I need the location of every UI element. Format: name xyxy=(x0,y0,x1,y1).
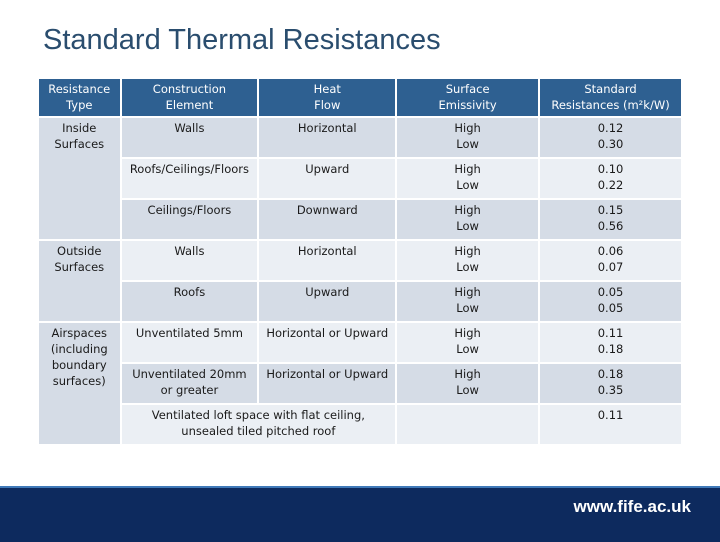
header-surface-emissivity: Surface Emissivity xyxy=(397,79,539,116)
cell-flow: Horizontal or Upward xyxy=(259,364,396,403)
cell-resistance: 0.15 0.56 xyxy=(540,200,681,239)
cell-resistance: 0.11 xyxy=(540,405,681,444)
type-inside-surfaces: Inside Surfaces xyxy=(39,118,120,239)
header-heat-flow: Heat Flow xyxy=(259,79,396,116)
cell-resistance: 0.18 0.35 xyxy=(540,364,681,403)
cell-emissivity: High Low xyxy=(397,241,539,280)
cell-element: Roofs/Ceilings/Floors xyxy=(121,159,258,198)
cell-flow: Upward xyxy=(259,159,396,198)
table-row: Unventilated 20mm or greater Horizontal … xyxy=(39,364,681,403)
cell-element: Walls xyxy=(121,118,258,157)
cell-emissivity: High Low xyxy=(397,118,539,157)
thermal-resistance-table: Resistance Type Construction Element Hea… xyxy=(37,77,683,446)
table-row: Airspaces (including boundary surfaces) … xyxy=(39,323,681,444)
cell-flow: Horizontal xyxy=(259,118,396,157)
table-row: Roofs/Ceilings/Floors Upward High Low 0.… xyxy=(39,159,681,198)
table-header-row: Resistance Type Construction Element Hea… xyxy=(39,79,681,116)
cell-emissivity: High Low xyxy=(397,364,539,403)
cell-resistance: 0.11 0.18 xyxy=(540,323,681,362)
cell-emissivity: High Low xyxy=(397,200,539,239)
cell-element: Unventilated 5mm xyxy=(121,323,258,362)
cell-resistance: 0.10 0.22 xyxy=(540,159,681,198)
cell-flow: Horizontal xyxy=(259,241,396,280)
header-standard-resistances: Standard Resistances (m²k/W) xyxy=(540,79,681,116)
type-airspaces: Airspaces (including boundary surfaces) xyxy=(39,323,120,444)
cell-flow: Horizontal or Upward xyxy=(259,323,396,362)
footer-bar xyxy=(0,486,720,542)
cell-emissivity: High Low xyxy=(397,159,539,198)
table-row: Ceilings/Floors Downward High Low 0.15 0… xyxy=(39,200,681,239)
header-construction-element: Construction Element xyxy=(121,79,258,116)
cell-element: Unventilated 20mm or greater xyxy=(121,364,258,403)
type-outside-surfaces: Outside Surfaces xyxy=(39,241,120,321)
table-row: Roofs Upward High Low 0.05 0.05 xyxy=(39,282,681,321)
cell-resistance: 0.06 0.07 xyxy=(540,241,681,280)
cell-element-ventilated-loft: Ventilated loft space with flat ceiling,… xyxy=(121,405,396,444)
table-row: Outside Surfaces Walls Horizontal High L… xyxy=(39,241,681,321)
cell-emissivity: High Low xyxy=(397,323,539,362)
footer-url: www.fife.ac.uk xyxy=(573,497,691,516)
table-row: Inside Surfaces Walls Horizontal High Lo… xyxy=(39,118,681,239)
page-title: Standard Thermal Resistances xyxy=(43,24,441,56)
cell-flow: Upward xyxy=(259,282,396,321)
cell-element: Roofs xyxy=(121,282,258,321)
table-row: Ventilated loft space with flat ceiling,… xyxy=(39,405,681,444)
cell-emissivity: High Low xyxy=(397,282,539,321)
cell-resistance: 0.05 0.05 xyxy=(540,282,681,321)
cell-element: Walls xyxy=(121,241,258,280)
cell-flow: Downward xyxy=(259,200,396,239)
cell-element: Ceilings/Floors xyxy=(121,200,258,239)
cell-resistance: 0.12 0.30 xyxy=(540,118,681,157)
header-resistance-type: Resistance Type xyxy=(39,79,120,116)
cell-emissivity xyxy=(397,405,539,444)
